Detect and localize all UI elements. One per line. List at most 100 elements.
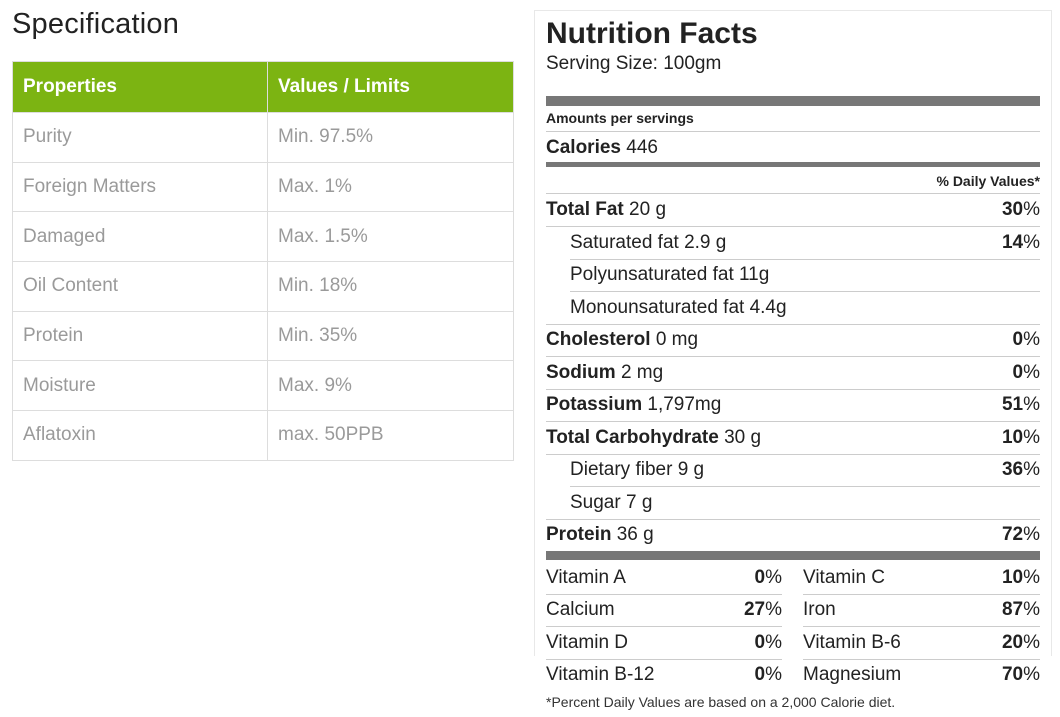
vitamin-mineral-name: Calcium xyxy=(546,599,615,620)
nutrient-name: Dietary fiber xyxy=(570,459,673,480)
nutrient-row: Dietary fiber 9 g 36% xyxy=(570,459,1040,481)
vitamin-mineral-daily-value: 0% xyxy=(754,632,782,653)
daily-value-number: 70 xyxy=(1001,664,1024,685)
vitamin-mineral-daily-value: 87% xyxy=(1001,599,1040,620)
divider xyxy=(546,421,1040,422)
nutrient-name: Polyunsaturated fat xyxy=(570,264,734,285)
nutrient-amount: 4.4g xyxy=(749,297,787,318)
nutrient-amount: 20 g xyxy=(629,199,667,220)
daily-value-number: 51 xyxy=(1001,394,1024,415)
vitamin-mineral-cell: Vitamin B-6 20% xyxy=(803,632,1040,654)
calories-row: Calories 446 xyxy=(546,137,1040,159)
daily-value-number: 36 xyxy=(1001,459,1024,480)
divider xyxy=(803,659,1040,660)
divider xyxy=(546,594,782,595)
header-properties: Properties xyxy=(12,61,268,113)
nutrient-amount: 7 g xyxy=(625,492,653,513)
nutrient-row: Sugar 7 g xyxy=(570,492,1040,514)
daily-value-number: 0 xyxy=(754,567,766,588)
divider xyxy=(546,226,1040,227)
divider xyxy=(546,519,1040,520)
divider xyxy=(803,594,1040,595)
amounts-per-serving-label: Amounts per servings xyxy=(546,110,694,126)
daily-value-number: 0 xyxy=(754,664,766,685)
value-cell: Min. 18% xyxy=(267,261,514,312)
nutrient-amount: 36 g xyxy=(616,524,654,545)
nutrient-name: Saturated fat xyxy=(570,232,679,253)
divider xyxy=(546,324,1040,325)
divider xyxy=(546,131,1040,132)
footnote: *Percent Daily Values are based on a 2,0… xyxy=(546,694,896,710)
divider xyxy=(803,626,1040,627)
value-cell: max. 50PPB xyxy=(267,410,514,461)
nutrient-row: Monounsaturated fat 4.4g xyxy=(570,297,1040,319)
vitamin-mineral-name: Magnesium xyxy=(803,664,902,685)
table-row: Moisture Max. 9% xyxy=(12,360,514,412)
property-cell: Moisture xyxy=(12,360,268,412)
nutrient-daily-value: 36% xyxy=(1001,459,1040,480)
property-cell: Protein xyxy=(12,310,268,362)
vitamin-mineral-name: Vitamin B-12 xyxy=(546,664,655,685)
vitamin-mineral-cell: Vitamin B-12 0% xyxy=(546,664,782,686)
property-cell: Aflatoxin xyxy=(12,410,268,461)
table-row: Protein Min. 35% xyxy=(12,310,514,362)
nutrient-row: Protein 36 g 72% xyxy=(546,524,1040,546)
property-cell: Purity xyxy=(12,112,268,163)
table-row: Foreign Matters Max. 1% xyxy=(12,161,514,213)
divider xyxy=(546,356,1040,357)
nutrition-facts-title: Nutrition Facts xyxy=(546,17,758,50)
value-cell: Max. 9% xyxy=(267,360,514,412)
calories-label: Calories xyxy=(546,137,621,158)
daily-value-number: 87 xyxy=(1001,599,1024,620)
daily-value-number: 72 xyxy=(1001,524,1024,545)
nutrient-name: Potassium xyxy=(546,394,643,415)
nutrient-amount: 30 g xyxy=(724,427,762,448)
nutrient-amount: 1,797mg xyxy=(647,394,722,415)
nutrient-name: Sodium xyxy=(546,362,616,383)
value-cell: Min. 35% xyxy=(267,310,514,362)
vitamin-mineral-cell: Vitamin C 10% xyxy=(803,567,1040,589)
daily-value-number: 14 xyxy=(1001,232,1024,253)
daily-values-header: % Daily Values* xyxy=(936,173,1040,189)
daily-value-number: 30 xyxy=(1001,199,1024,220)
table-row: Purity Min. 97.5% xyxy=(12,112,514,163)
divider xyxy=(546,193,1040,194)
table-row: Oil Content Min. 18% xyxy=(12,261,514,312)
vitamin-mineral-cell: Vitamin D 0% xyxy=(546,632,782,654)
daily-value-number: 0 xyxy=(1012,329,1024,350)
daily-value-number: 27 xyxy=(743,599,766,620)
daily-value-number: 0 xyxy=(1012,362,1024,383)
divider-thick xyxy=(546,96,1040,106)
nutrient-daily-value: 0% xyxy=(1012,362,1040,383)
divider xyxy=(570,259,1040,260)
vitamin-mineral-name: Vitamin B-6 xyxy=(803,632,901,653)
divider-thick xyxy=(546,551,1040,560)
specification-table: Properties Values / Limits Purity Min. 97… xyxy=(12,61,514,461)
nutrient-amount: 9 g xyxy=(677,459,705,480)
daily-value-number: 0 xyxy=(754,632,766,653)
vitamin-mineral-daily-value: 0% xyxy=(754,664,782,685)
nutrient-daily-value: 14% xyxy=(1001,232,1040,253)
nutrient-daily-value: 0% xyxy=(1012,329,1040,350)
vitamin-mineral-name: Iron xyxy=(803,599,836,620)
table-row: Damaged Max. 1.5% xyxy=(12,211,514,263)
vitamin-mineral-cell: Calcium 27% xyxy=(546,599,782,621)
nutrient-row: Cholesterol 0 mg 0% xyxy=(546,329,1040,351)
nutrient-daily-value: 51% xyxy=(1001,394,1040,415)
daily-value-number: 10 xyxy=(1001,567,1024,588)
vitamin-mineral-name: Vitamin D xyxy=(546,632,629,653)
specification-title: Specification xyxy=(12,8,180,40)
divider-medium xyxy=(546,162,1040,167)
divider xyxy=(570,291,1040,292)
nutrient-daily-value: 72% xyxy=(1001,524,1040,545)
calories-value: 446 xyxy=(626,137,658,158)
table-row: Aflatoxin max. 50PPB xyxy=(12,410,514,461)
nutrition-facts-panel: Nutrition Facts Serving Size: 100gm Amou… xyxy=(534,10,1052,685)
nutrient-amount: 11g xyxy=(739,264,770,285)
vitamin-mineral-daily-value: 20% xyxy=(1001,632,1040,653)
divider xyxy=(546,454,1040,455)
vitamin-mineral-cell: Magnesium 70% xyxy=(803,664,1040,686)
vitamin-mineral-name: Vitamin C xyxy=(803,567,886,588)
header-values-limits: Values / Limits xyxy=(267,61,514,113)
nutrient-row: Saturated fat 2.9 g 14% xyxy=(570,232,1040,254)
